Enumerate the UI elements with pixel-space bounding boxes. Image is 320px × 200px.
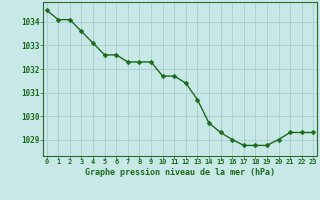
X-axis label: Graphe pression niveau de la mer (hPa): Graphe pression niveau de la mer (hPa) [85,168,275,177]
